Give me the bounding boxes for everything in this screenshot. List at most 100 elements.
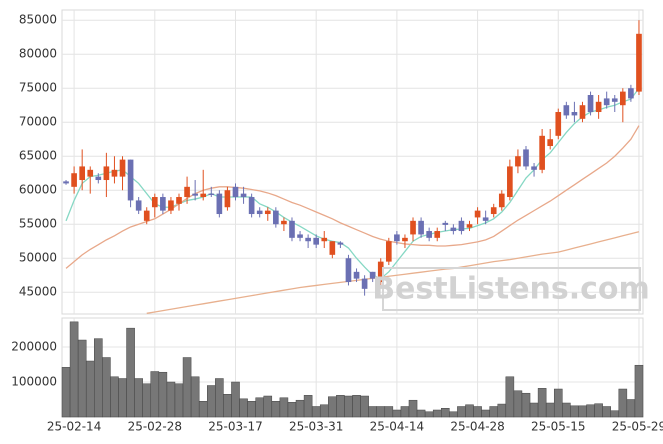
candle-body — [523, 149, 529, 167]
volume-bar — [553, 388, 563, 418]
volume-bar — [271, 401, 281, 418]
volume-bar — [586, 404, 595, 418]
volume-bar — [368, 406, 377, 418]
volume-bar — [158, 371, 168, 418]
candle-body — [563, 105, 570, 116]
candle-body — [224, 190, 231, 208]
volume-bar — [287, 402, 297, 418]
candle-body — [603, 98, 610, 106]
volume-bar — [432, 409, 442, 418]
candle-body — [434, 231, 441, 238]
volume-bar — [231, 381, 240, 418]
volume-bar — [424, 411, 434, 418]
volume-bar — [166, 381, 176, 418]
candle-body — [377, 261, 384, 283]
volume-bar — [174, 383, 184, 418]
candle-body — [176, 197, 182, 204]
y-tick-label: 200000 — [11, 340, 57, 354]
volume-bar — [489, 406, 498, 418]
candle-body — [490, 207, 497, 215]
volume-bar — [408, 399, 418, 418]
x-tick-label: 25-05-15 — [531, 420, 585, 434]
candle-body — [208, 193, 215, 195]
candle-body — [168, 200, 174, 211]
volume-bar — [473, 406, 482, 418]
candle-body — [79, 166, 85, 181]
candle-body — [232, 186, 239, 198]
x-tick-label: 25-03-17 — [208, 420, 262, 434]
volume-bar — [134, 378, 143, 418]
volume-bar — [384, 406, 394, 418]
candle-body — [281, 220, 287, 225]
y-tick-label: 65000 — [19, 149, 57, 163]
volume-bar — [441, 408, 450, 418]
candle-body — [200, 193, 207, 198]
candle-body — [313, 237, 320, 245]
volume-bar — [207, 385, 216, 418]
volume-bar — [295, 399, 305, 418]
candle-body — [402, 237, 408, 242]
candle-body — [385, 241, 392, 262]
candle-body — [595, 101, 602, 113]
candle-body — [410, 220, 416, 235]
candle-body — [256, 210, 263, 215]
volume-bar — [223, 394, 232, 418]
volume-bar — [198, 401, 208, 418]
y-tick-label: 70000 — [19, 115, 57, 129]
volume-bar — [497, 403, 507, 418]
volume-bar — [110, 376, 119, 418]
volume-bar — [85, 360, 95, 418]
volume-bar — [562, 402, 571, 418]
candle-body — [498, 193, 505, 208]
candle-body — [369, 271, 376, 279]
candle-body — [63, 181, 69, 184]
candle-body — [466, 224, 473, 228]
volume-bar — [634, 364, 644, 418]
candle-body — [611, 98, 618, 102]
candle-body — [119, 159, 126, 177]
y-tick-label: 75000 — [19, 81, 57, 95]
volume-bar — [376, 406, 386, 418]
candle-body — [482, 217, 489, 221]
candle-body — [515, 156, 521, 167]
volume-bar — [69, 321, 79, 418]
volume-bar — [118, 378, 127, 418]
candle-body — [305, 237, 311, 242]
x-tick-label: 25-04-14 — [370, 420, 424, 434]
y-tick-label: 100000 — [11, 375, 57, 389]
volume-bar — [610, 410, 620, 418]
volume-bar — [328, 396, 337, 418]
volume-bar — [505, 376, 515, 418]
volume-bar — [360, 395, 369, 418]
volume-bar — [190, 376, 200, 418]
candle-body — [394, 234, 400, 242]
candle-body — [103, 166, 110, 181]
candle-body — [248, 197, 255, 215]
candle-body — [458, 220, 465, 232]
volume-bar — [344, 395, 353, 418]
volume-bar — [61, 367, 71, 418]
candle-body — [289, 220, 295, 238]
plot-frame — [61, 9, 644, 315]
candle-body — [587, 95, 594, 113]
candle-body — [216, 193, 223, 215]
volume-bar — [77, 339, 87, 418]
candle-body — [135, 200, 142, 211]
candle-body — [555, 112, 562, 136]
x-tick-label: 25-02-14 — [47, 420, 101, 434]
volume-bar — [279, 397, 289, 418]
candle-body — [329, 241, 336, 255]
volume-bar — [400, 406, 410, 418]
volume-bar — [319, 404, 329, 418]
watermark: BestListens.com — [372, 272, 650, 307]
candle-body — [442, 222, 449, 225]
moving-average-line — [65, 87, 640, 280]
candle-body — [160, 197, 166, 211]
volume-bar — [578, 405, 587, 418]
y-tick-label: 55000 — [19, 217, 57, 231]
candle-body — [628, 88, 634, 99]
candle-body — [264, 210, 271, 215]
y-tick-label: 60000 — [19, 183, 57, 197]
candle-body — [353, 271, 360, 279]
candle-body — [111, 169, 118, 177]
